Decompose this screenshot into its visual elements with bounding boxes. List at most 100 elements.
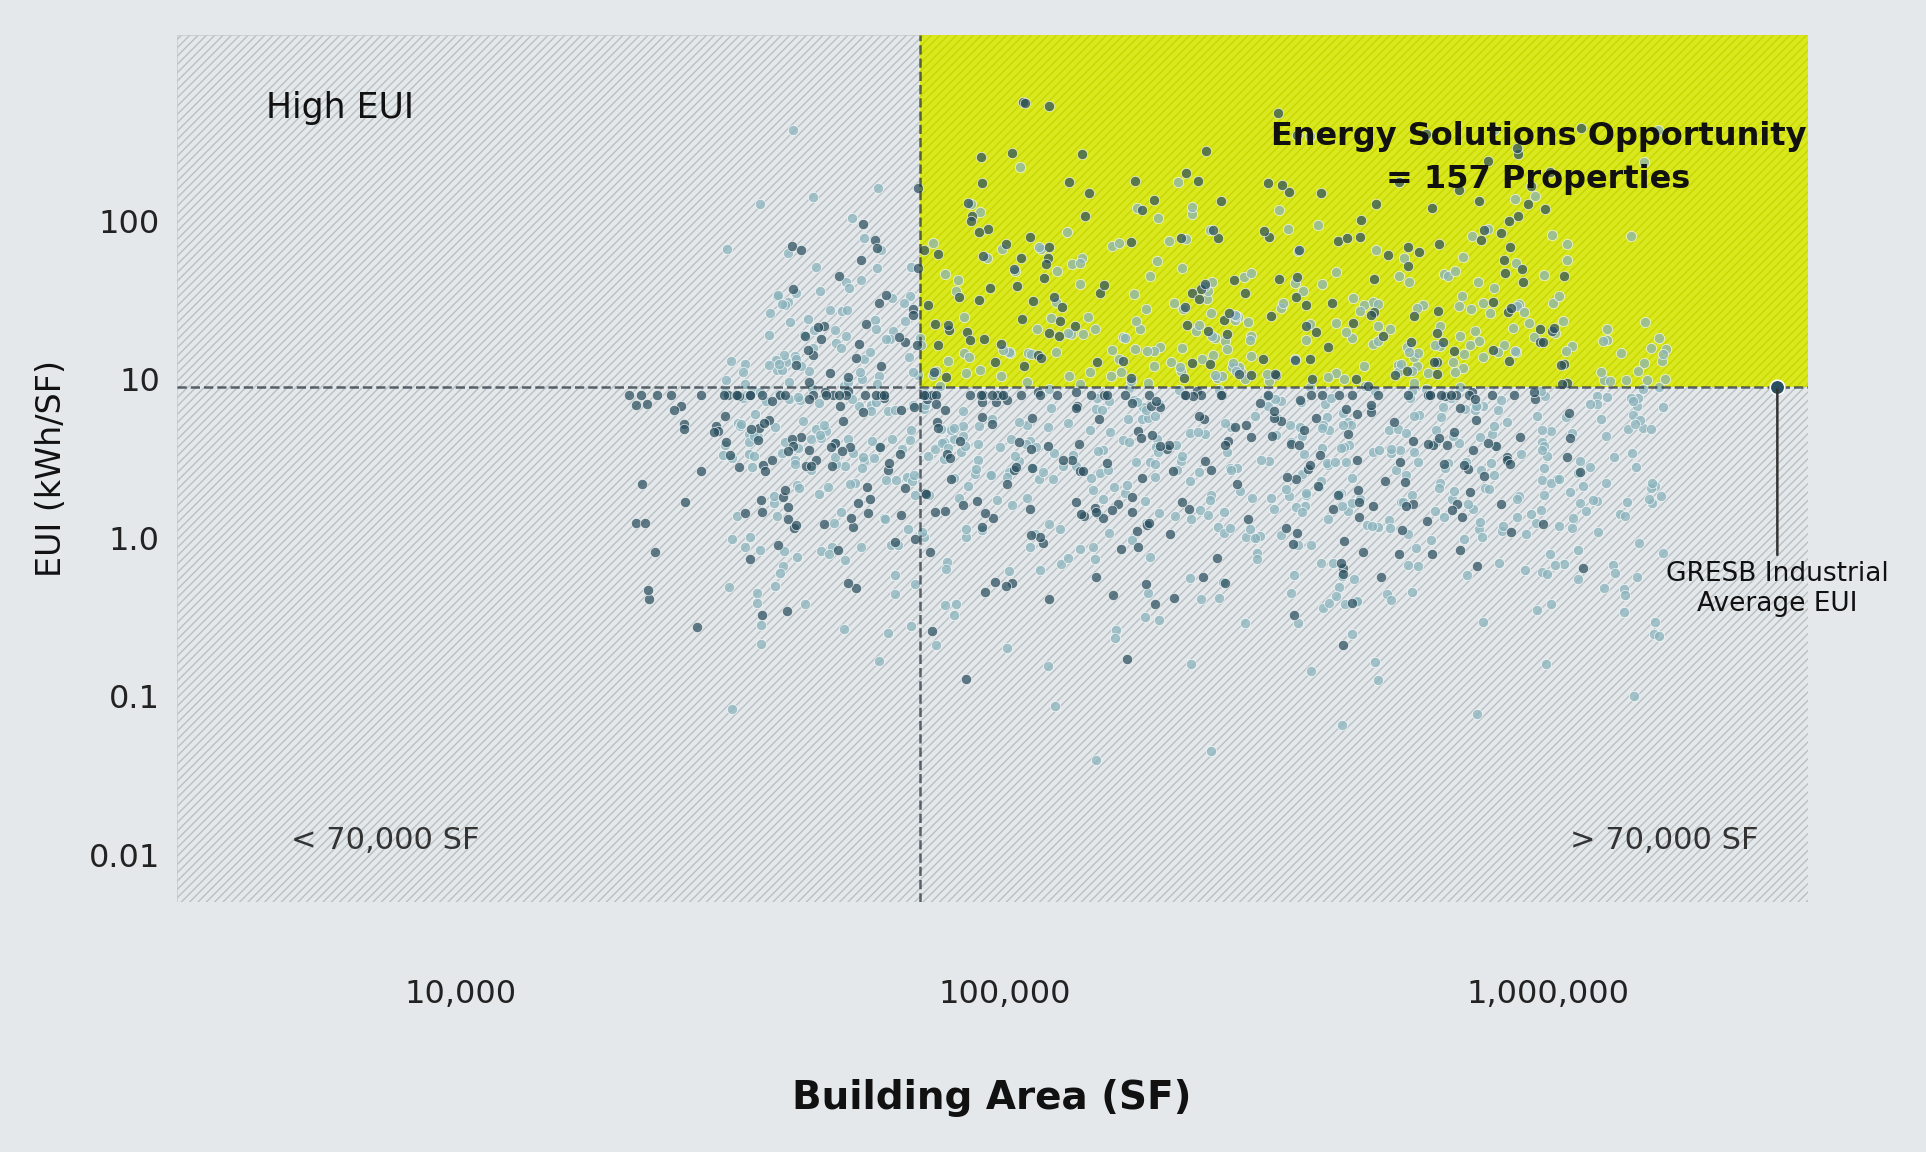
Point — [1398, 407, 1429, 425]
Point — [780, 283, 811, 302]
Point — [759, 494, 790, 513]
Point — [876, 289, 907, 308]
Point — [1088, 490, 1119, 508]
Point — [1287, 393, 1317, 411]
Point — [1262, 426, 1292, 445]
Point — [763, 286, 794, 304]
Point — [1136, 425, 1167, 444]
Point — [909, 396, 940, 415]
Point — [1281, 498, 1312, 516]
Point — [1394, 342, 1425, 361]
Point — [1342, 592, 1373, 611]
Point — [1627, 152, 1658, 170]
Point — [963, 223, 994, 242]
Point — [830, 273, 861, 291]
Point — [711, 433, 742, 452]
Point — [1158, 294, 1188, 312]
Point — [842, 493, 872, 511]
Point — [959, 465, 990, 484]
Point — [1552, 404, 1583, 423]
Point — [1025, 237, 1055, 256]
Point — [967, 408, 998, 426]
Point — [1554, 429, 1585, 447]
Point — [1643, 121, 1674, 139]
Point — [1046, 297, 1077, 316]
Point — [1383, 356, 1414, 374]
Point — [805, 282, 836, 301]
Point — [1059, 317, 1090, 335]
Point — [805, 425, 836, 444]
Point — [1067, 145, 1098, 164]
Point — [1223, 458, 1254, 477]
Text: > 70,000 SF: > 70,000 SF — [1570, 826, 1758, 855]
Point — [1362, 517, 1392, 536]
Point — [1002, 276, 1032, 295]
Point — [1497, 300, 1527, 318]
Point — [1013, 343, 1044, 362]
Point — [734, 550, 765, 568]
Point — [1437, 490, 1468, 508]
Point — [1448, 344, 1479, 363]
Point — [1198, 220, 1229, 238]
Point — [874, 454, 905, 472]
Point — [1394, 273, 1425, 291]
Point — [1015, 526, 1046, 545]
Point — [1444, 433, 1475, 452]
Point — [1121, 198, 1152, 217]
Point — [869, 386, 899, 404]
Point — [1635, 419, 1666, 438]
Point — [955, 211, 986, 229]
Point — [1462, 273, 1493, 291]
Point — [738, 427, 768, 446]
Point — [1314, 367, 1344, 386]
Point — [992, 476, 1023, 494]
Point — [871, 286, 901, 304]
Point — [1096, 341, 1127, 359]
Point — [938, 430, 969, 448]
Point — [1011, 416, 1042, 434]
Point — [1131, 301, 1161, 319]
Point — [1493, 412, 1523, 431]
Point — [774, 389, 805, 408]
Point — [1408, 296, 1439, 314]
Point — [1142, 444, 1173, 462]
Point — [1138, 342, 1169, 361]
Point — [1364, 317, 1394, 335]
Point — [1462, 556, 1493, 575]
Point — [1543, 517, 1574, 536]
Point — [1302, 215, 1333, 234]
Point — [890, 294, 921, 312]
Point — [1092, 454, 1123, 472]
Point — [1219, 306, 1250, 325]
Point — [998, 461, 1028, 479]
Point — [1344, 228, 1375, 247]
Point — [861, 320, 892, 339]
Point — [1331, 400, 1362, 418]
Point — [1421, 354, 1452, 372]
Point — [782, 439, 813, 457]
Point — [1034, 97, 1065, 115]
Point — [867, 357, 898, 376]
Point — [745, 386, 776, 404]
Point — [1144, 611, 1175, 629]
Point — [1003, 433, 1034, 452]
Point — [1502, 508, 1533, 526]
Point — [1325, 484, 1356, 502]
Point — [745, 195, 776, 213]
Point — [803, 393, 834, 411]
Point — [834, 475, 865, 493]
Point — [1104, 234, 1134, 252]
Point — [1075, 469, 1106, 487]
Point — [992, 638, 1023, 657]
Point — [1254, 174, 1285, 192]
Point — [986, 386, 1017, 404]
Point — [849, 228, 880, 247]
Point — [1549, 554, 1579, 573]
Point — [973, 249, 1003, 267]
Point — [1448, 248, 1479, 266]
Point — [1192, 290, 1223, 309]
Point — [780, 450, 811, 469]
Point — [1385, 355, 1416, 373]
Point — [1258, 402, 1288, 420]
Point — [1194, 355, 1225, 373]
